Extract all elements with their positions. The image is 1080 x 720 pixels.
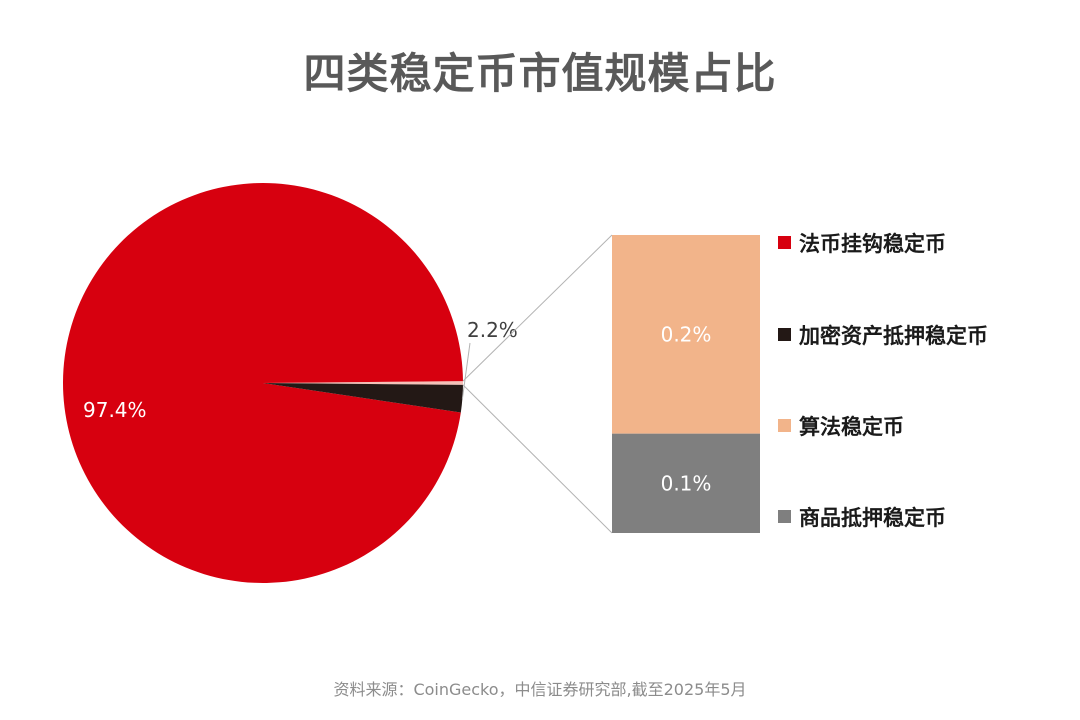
legend-swatch-0 bbox=[778, 236, 791, 249]
chart-title: 四类稳定币市值规模占比 bbox=[303, 49, 777, 98]
bar-segment-1 bbox=[612, 433, 760, 533]
connector-group bbox=[461, 234, 613, 534]
legend-swatch-2 bbox=[778, 419, 791, 432]
source-note: 资料来源：CoinGecko，中信证券研究部,截至2025年5月 bbox=[333, 680, 747, 699]
bar-label-0: 0.2% bbox=[661, 322, 712, 346]
connector-line-top bbox=[462, 234, 613, 382]
legend-swatch-1 bbox=[778, 328, 791, 341]
connector-line-bottom bbox=[462, 384, 613, 534]
pie-group: 97.4% 2.2% bbox=[62, 182, 518, 583]
legend-swatch-3 bbox=[778, 510, 791, 523]
legend-label-3: 商品抵押稳定币 bbox=[799, 506, 946, 530]
pie-slice-2 bbox=[263, 381, 463, 385]
legend-label-0: 法币挂钩稳定币 bbox=[799, 232, 946, 256]
pie-label-0: 97.4% bbox=[83, 398, 147, 422]
pie-slice-1 bbox=[263, 383, 463, 413]
legend-label-2: 算法稳定币 bbox=[799, 415, 904, 439]
breakout-bar-group: 0.2% 0.1% bbox=[612, 235, 760, 533]
leader-line bbox=[461, 342, 471, 399]
legend-label-1: 加密资产抵押稳定币 bbox=[798, 324, 988, 348]
pie-label-1: 2.2% bbox=[467, 318, 518, 342]
bar-segment-0 bbox=[612, 235, 760, 434]
bar-label-1: 0.1% bbox=[661, 471, 712, 495]
pie-slice-0 bbox=[62, 182, 463, 583]
